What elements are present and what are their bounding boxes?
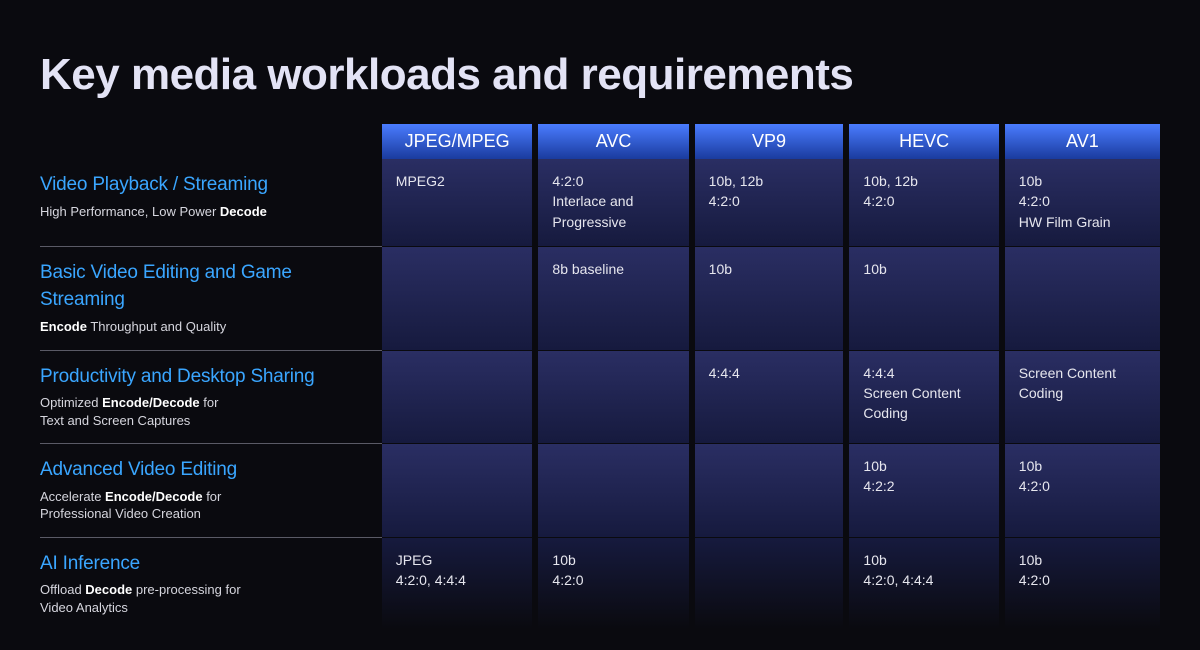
table-cell <box>1005 247 1160 351</box>
row-subtitle: Accelerate Encode/Decode for Professiona… <box>40 488 364 523</box>
row-label: AI Inference Offload Decode pre-processin… <box>40 538 382 631</box>
col-header: AV1 <box>1005 124 1160 159</box>
slide: Key media workloads and requirements JPE… <box>0 0 1200 650</box>
row-subtitle: Encode Throughput and Quality <box>40 318 364 336</box>
row-title: Productivity and Desktop Sharing <box>40 363 364 391</box>
slide-title: Key media workloads and requirements <box>40 50 1160 100</box>
media-workloads-table: JPEG/MPEG AVC VP9 HEVC AV1 Video Playbac… <box>40 124 1160 630</box>
table-cell: 10b 4:2:0 <box>538 538 694 631</box>
table-cell: JPEG 4:2:0, 4:4:4 <box>382 538 539 631</box>
row-subtitle: Optimized Encode/Decode for Text and Scr… <box>40 394 364 429</box>
table-cell <box>695 444 850 538</box>
row-label: Productivity and Desktop Sharing Optimize… <box>40 351 382 445</box>
table-cell: MPEG2 <box>382 159 539 247</box>
table-cell <box>382 351 539 445</box>
table-cell <box>538 444 694 538</box>
table-cell: 10b <box>695 247 850 351</box>
row-label: Advanced Video Editing Accelerate Encode/… <box>40 444 382 538</box>
table-cell: 4:4:4 <box>695 351 850 445</box>
row-title: Basic Video Editing and Game Streaming <box>40 259 364 314</box>
table-row: Advanced Video Editing Accelerate Encode/… <box>40 444 1160 538</box>
table-cell: 4:2:0 Interlace and Progressive <box>538 159 694 247</box>
row-title: AI Inference <box>40 550 364 578</box>
table-cell <box>538 351 694 445</box>
table-cell: 8b baseline <box>538 247 694 351</box>
row-subtitle: High Performance, Low Power Decode <box>40 203 364 221</box>
table-cell: 10b, 12b 4:2:0 <box>849 159 1004 247</box>
table-row: Basic Video Editing and Game Streaming En… <box>40 247 1160 351</box>
table-cell <box>382 444 539 538</box>
col-header: JPEG/MPEG <box>382 124 539 159</box>
row-title: Advanced Video Editing <box>40 456 364 484</box>
table-cell: 4:4:4 Screen Content Coding <box>849 351 1004 445</box>
table-row: Video Playback / Streaming High Performan… <box>40 159 1160 247</box>
table-cell <box>382 247 539 351</box>
row-title: Video Playback / Streaming <box>40 171 364 199</box>
col-header: VP9 <box>695 124 850 159</box>
col-header: HEVC <box>849 124 1004 159</box>
table-cell <box>695 538 850 631</box>
table-cell: 10b, 12b 4:2:0 <box>695 159 850 247</box>
row-label: Video Playback / Streaming High Performan… <box>40 159 382 247</box>
table-row: Productivity and Desktop Sharing Optimize… <box>40 351 1160 445</box>
row-subtitle: Offload Decode pre-processing for Video … <box>40 581 364 616</box>
col-header: AVC <box>538 124 694 159</box>
header-spacer <box>40 124 382 159</box>
table-cell: Screen Content Coding <box>1005 351 1160 445</box>
table-row: AI Inference Offload Decode pre-processin… <box>40 538 1160 631</box>
table-cell: 10b 4:2:2 <box>849 444 1004 538</box>
table-cell: 10b 4:2:0, 4:4:4 <box>849 538 1004 631</box>
table-cell: 10b 4:2:0 HW Film Grain <box>1005 159 1160 247</box>
table-cell: 10b <box>849 247 1004 351</box>
table-header-row: JPEG/MPEG AVC VP9 HEVC AV1 <box>40 124 1160 159</box>
table-cell: 10b 4:2:0 <box>1005 444 1160 538</box>
row-label: Basic Video Editing and Game Streaming En… <box>40 247 382 351</box>
table-body: Video Playback / Streaming High Performan… <box>40 159 1160 630</box>
table-cell: 10b 4:2:0 <box>1005 538 1160 631</box>
